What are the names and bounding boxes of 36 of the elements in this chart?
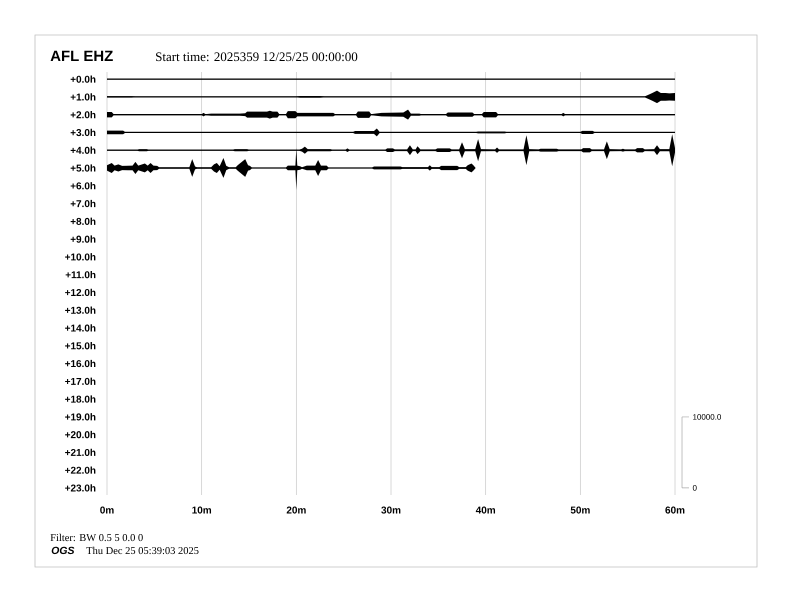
- x-tick-label: 10m: [192, 506, 212, 514]
- y-tick-label: +22.0h: [65, 466, 96, 474]
- y-tick-label: +8.0h: [70, 218, 96, 225]
- y-tick-label: +9.0h: [70, 235, 96, 243]
- y-tick-label: +10.0h: [65, 253, 96, 260]
- y-tick-label: +15.0h: [65, 342, 96, 350]
- y-tick-label: +12.0h: [65, 288, 96, 296]
- y-tick-label: +21.0h: [65, 448, 96, 456]
- y-tick-label: +16.0h: [65, 360, 96, 368]
- y-tick-label: +20.0h: [65, 430, 96, 438]
- text: Filter: BW 0.5 5 0.0 0: [50, 534, 143, 542]
- chart-subtitle: Start time: 2025359 12/25/25 00:00:00: [156, 52, 358, 62]
- x-tick-label: 40m: [476, 506, 496, 514]
- y-tick-label: +3.0h: [70, 128, 96, 136]
- y-tick-label: +11.0h: [66, 270, 96, 278]
- y-tick-label: +18.0h: [65, 395, 96, 403]
- y-tick-label: +17.0h: [65, 378, 96, 385]
- y-tick-label: +14.0h: [65, 324, 96, 332]
- y-tick-label: +13.0h: [65, 306, 96, 314]
- y-tick-label: +6.0h: [70, 182, 96, 190]
- text: Thu Dec 25 05:39:03 2025: [86, 546, 199, 554]
- x-tick-label: 50m: [570, 506, 590, 514]
- y-tick-label: +2.0h: [70, 111, 96, 118]
- x-tick-label: 20m: [286, 506, 306, 514]
- text: OGS: [52, 546, 74, 554]
- y-tick-label: +7.0h: [70, 200, 96, 208]
- x-tick-label: 60m: [665, 506, 684, 514]
- chart-title: AFL EHZ: [50, 50, 113, 61]
- y-tick-label: +1.0h: [70, 93, 96, 101]
- x-tick-label: 0m: [100, 506, 114, 514]
- y-tick-label: +0.0h: [70, 75, 96, 83]
- x-tick-label: 30m: [381, 506, 400, 514]
- y-tick-label: +19.0h: [65, 413, 96, 420]
- y-tick-label: +5.0h: [70, 164, 96, 172]
- y-tick-label: +23.0h: [65, 484, 96, 492]
- y-tick-label: +4.0h: [70, 146, 96, 154]
